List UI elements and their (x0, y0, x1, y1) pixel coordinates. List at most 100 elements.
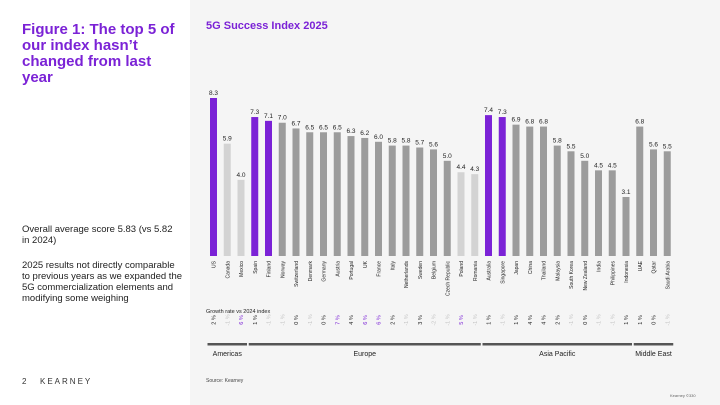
category-label: US (212, 260, 218, 268)
category-label: UK (363, 260, 369, 268)
value-label: 5.0 (443, 153, 452, 160)
growth-label: 1 % (487, 315, 493, 325)
value-label: 5.9 (223, 136, 232, 143)
bar-norway (278, 122, 286, 257)
category-label: Italy (390, 261, 396, 271)
category-label: Belgium (432, 261, 438, 279)
growth-label: -1 % (597, 314, 603, 325)
category-label: Czech Republic (445, 261, 451, 297)
category-label: Philippines (610, 261, 616, 286)
category-label: Saudi Arabia (665, 261, 671, 290)
growth-label: -1 % (665, 314, 671, 325)
bar-japan (512, 124, 520, 256)
value-label: 6.7 (291, 120, 300, 127)
region-label: Middle East (635, 351, 672, 358)
growth-label: 6 % (377, 315, 383, 325)
region-label: Europe (353, 351, 376, 358)
value-label: 6.5 (333, 124, 342, 131)
bar-china (526, 126, 534, 256)
value-label: 5.5 (663, 143, 672, 150)
growth-label: -1 % (267, 314, 273, 325)
copyright-note: Kearney ©330 (670, 393, 696, 398)
growth-label: 0 % (322, 315, 328, 325)
growth-label: -1 % (280, 314, 286, 325)
value-label: 7.4 (484, 107, 493, 114)
category-label: Denmark (308, 261, 314, 282)
bar-uk (361, 137, 369, 256)
value-label: 6.8 (525, 119, 534, 126)
bar-austria (333, 132, 341, 256)
growth-label: -1 % (610, 314, 616, 325)
category-label: Austria (335, 261, 341, 277)
figure-title: Figure 1: The top 5 of our index hasn’t … (22, 21, 175, 86)
category-label: Canada (225, 261, 231, 279)
growth-label: -2 % (432, 314, 438, 325)
value-label: 7.1 (264, 113, 273, 120)
growth-label: 0 % (583, 315, 589, 325)
bar-saudi-arabia (663, 151, 671, 256)
category-label: Indonesia (624, 261, 630, 283)
growth-label: 1 % (638, 315, 644, 325)
category-label: Germany (322, 261, 328, 282)
page-number: 2 (22, 377, 27, 386)
region-bar (248, 343, 481, 346)
category-label: Portugal (349, 261, 355, 280)
value-label: 7.0 (278, 115, 287, 122)
category-label: South Korea (569, 261, 575, 289)
growth-label: 4 % (349, 315, 355, 325)
bar-italy (388, 145, 396, 256)
category-label: Poland (459, 261, 465, 277)
growth-label: 5 % (459, 315, 465, 325)
category-label: Spain (253, 261, 259, 274)
bar-south-korea (567, 151, 575, 256)
value-label: 5.0 (580, 153, 589, 160)
value-label: 6.5 (319, 124, 328, 131)
bar-canada (223, 143, 231, 256)
value-label: 6.8 (635, 119, 644, 126)
value-label: 6.3 (346, 128, 355, 135)
source-note: Source: Kearney (206, 378, 244, 384)
value-label: 4.5 (608, 162, 617, 169)
bar-denmark (306, 132, 314, 256)
bar-switzerland (292, 128, 300, 256)
bar-portugal (347, 136, 355, 256)
category-label: Australia (487, 261, 493, 281)
bar-indonesia (622, 196, 630, 256)
value-label: 4.4 (456, 164, 465, 171)
category-label: Singapore (500, 261, 506, 284)
value-label: 6.8 (539, 119, 548, 126)
category-label: China (528, 261, 534, 274)
bar-france (375, 141, 382, 256)
bar-us (210, 98, 217, 256)
category-label: Netherlands (404, 261, 410, 288)
value-label: 8.3 (209, 90, 218, 97)
bar-romania (471, 174, 479, 256)
bar-malaysia (553, 145, 561, 256)
growth-label: 6 % (239, 315, 245, 325)
brand-logo: KEARNEY (40, 377, 93, 386)
growth-label: -1 % (225, 314, 231, 325)
category-label: UAE (638, 260, 644, 271)
bar-india (595, 170, 602, 256)
value-label: 6.9 (511, 117, 520, 124)
category-label: Japan (514, 261, 520, 275)
value-label: 4.3 (470, 166, 479, 173)
growth-label: 2 % (390, 315, 396, 325)
category-label: Switzerland (294, 261, 300, 287)
category-label: Norway (280, 261, 286, 278)
growth-label: -1 % (473, 314, 479, 325)
bar-qatar (650, 149, 657, 256)
growth-label: -1 % (445, 314, 451, 325)
category-label: France (377, 261, 383, 277)
growth-label: 7 % (335, 315, 341, 325)
bar-sweden (416, 147, 424, 256)
category-label: Sweden (418, 261, 424, 279)
category-label: Qatar (652, 261, 658, 274)
category-label: Malaysia (555, 261, 561, 281)
value-label: 4.5 (594, 162, 603, 169)
growth-label: 2 % (555, 315, 561, 325)
category-label: New Zealand (583, 261, 589, 291)
left-panel (0, 0, 190, 405)
value-label: 7.3 (250, 109, 259, 116)
